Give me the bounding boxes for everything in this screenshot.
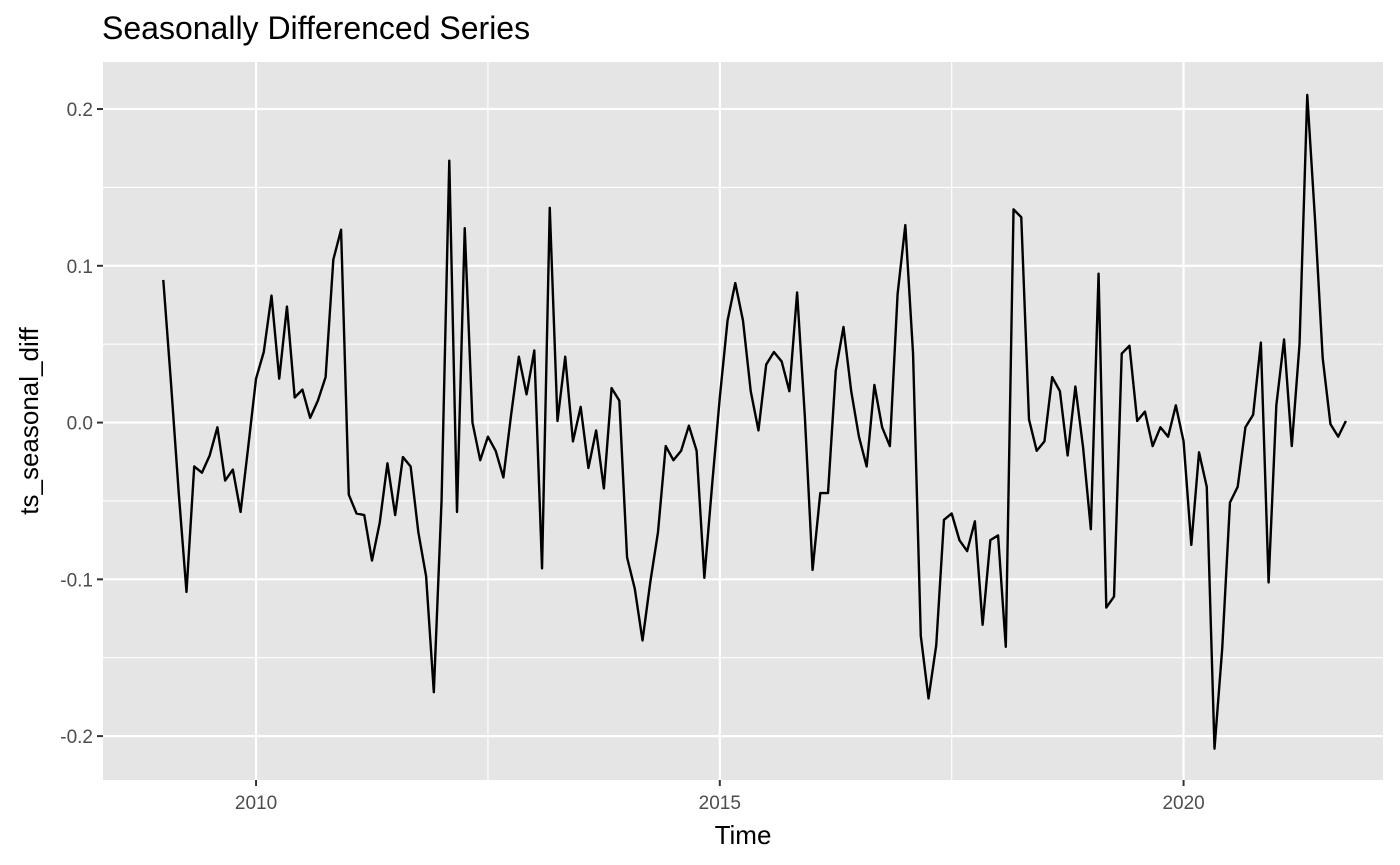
minor-gridlines (103, 62, 1383, 780)
y-tick-label: -0.2 (60, 727, 93, 748)
y-tick-label: 0.2 (67, 100, 93, 121)
series-line (162, 93, 1347, 750)
x-tick-label: 2010 (235, 793, 277, 814)
y-tick-label: -0.1 (60, 570, 93, 591)
plot-panel (103, 62, 1383, 780)
x-axis: 2010 2015 2020 (235, 780, 1205, 814)
y-axis: -0.2 -0.1 0.0 0.1 0.2 (60, 100, 103, 748)
y-axis-title: ts_seasonal_diff (14, 327, 44, 515)
x-tick-label: 2015 (699, 793, 741, 814)
y-tick-label: 0.0 (67, 414, 93, 435)
x-tick-label: 2020 (1162, 793, 1204, 814)
y-tick-label: 0.1 (67, 257, 93, 278)
chart-title: Seasonally Differenced Series (102, 10, 530, 46)
major-gridlines (103, 62, 1383, 780)
x-axis-title: Time (715, 820, 772, 850)
